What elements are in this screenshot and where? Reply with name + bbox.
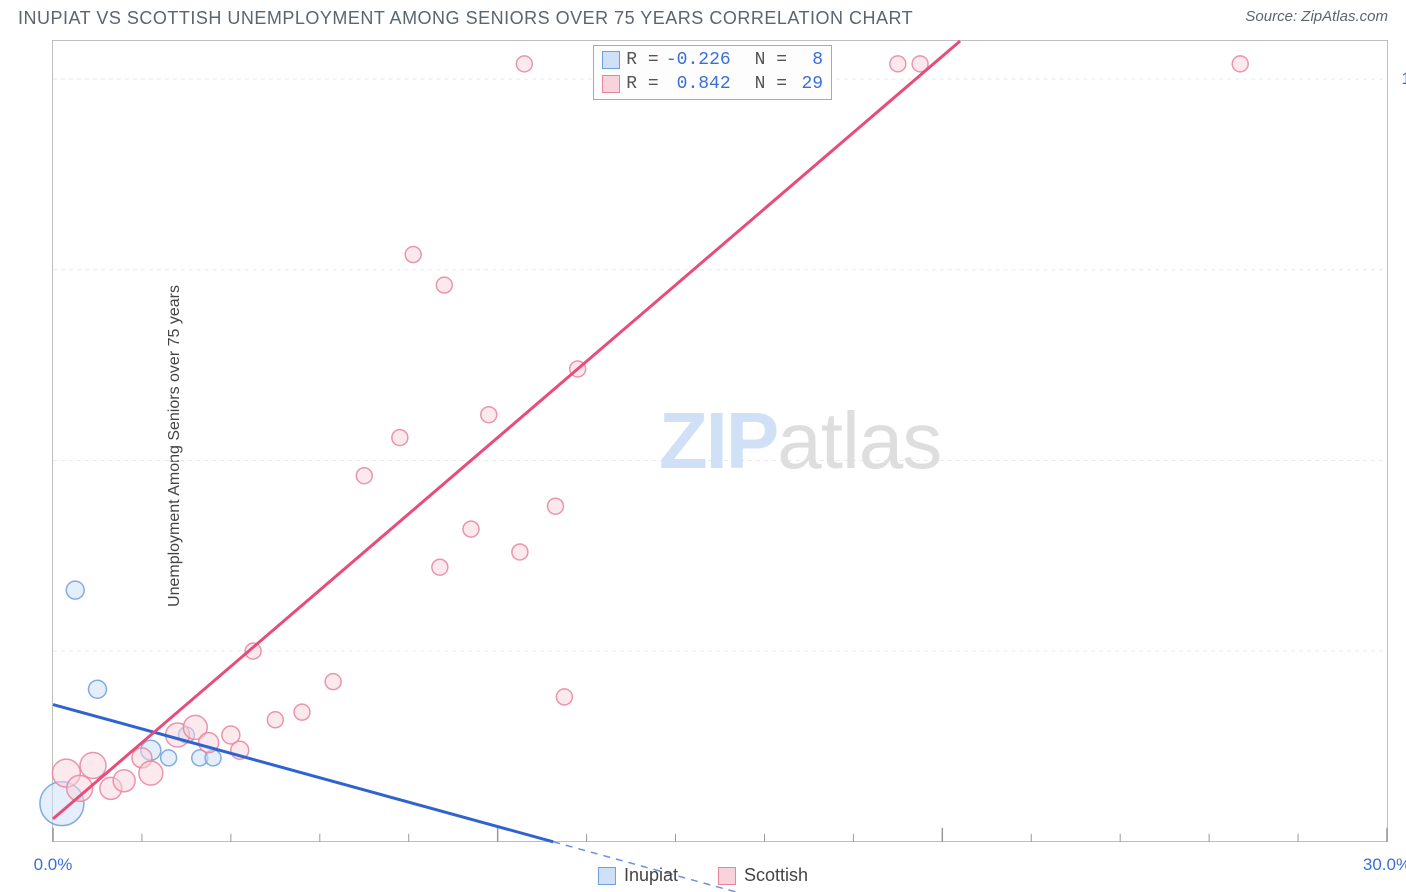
source-label: Source: bbox=[1245, 8, 1297, 25]
plot-container: ZIPatlas 25.0%50.0%75.0%100.0% 0.0%30.0%… bbox=[52, 40, 1388, 842]
legend-swatch bbox=[598, 867, 616, 885]
source-citation: Source: ZipAtlas.com bbox=[1245, 8, 1388, 25]
n-value: 8 bbox=[793, 48, 823, 72]
n-label: N = bbox=[755, 72, 787, 96]
legend-label: Scottish bbox=[744, 865, 808, 886]
r-label: R = bbox=[626, 72, 658, 96]
legend-stats-row: R = -0.226 N =8 bbox=[602, 48, 823, 72]
legend-swatch bbox=[602, 75, 620, 93]
legend-item: Inupiat bbox=[598, 865, 678, 886]
legend-bottom: Inupiat Scottish bbox=[598, 865, 808, 886]
x-tick-label: 30.0% bbox=[1363, 855, 1406, 875]
legend-label: Inupiat bbox=[624, 865, 678, 886]
r-value: -0.226 bbox=[665, 48, 731, 72]
x-tick-label: 0.0% bbox=[34, 855, 73, 875]
n-value: 29 bbox=[793, 72, 823, 96]
chart-title: INUPIAT VS SCOTTISH UNEMPLOYMENT AMONG S… bbox=[18, 8, 913, 29]
legend-item: Scottish bbox=[718, 865, 808, 886]
legend-swatch bbox=[602, 51, 620, 69]
y-tick-label: 100.0% bbox=[1401, 69, 1406, 89]
legend-swatch bbox=[718, 867, 736, 885]
plot-area: ZIPatlas 25.0%50.0%75.0%100.0% 0.0%30.0%… bbox=[52, 40, 1388, 842]
source-value: ZipAtlas.com bbox=[1301, 8, 1388, 25]
legend-stats-box: R = -0.226 N =8 R = 0.842 N =29 bbox=[593, 45, 832, 100]
r-label: R = bbox=[626, 48, 658, 72]
r-value: 0.842 bbox=[665, 72, 731, 96]
legend-stats-row: R = 0.842 N =29 bbox=[602, 72, 823, 96]
n-label: N = bbox=[755, 48, 787, 72]
scatter-chart bbox=[53, 41, 1387, 842]
